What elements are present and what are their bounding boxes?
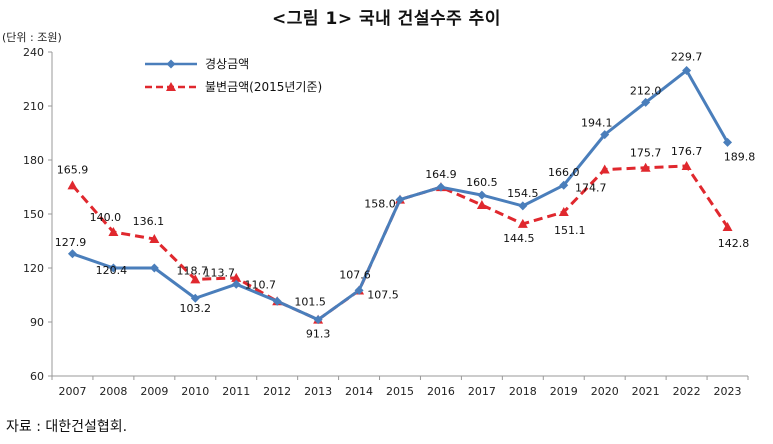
legend-label: 경상금액 [205, 57, 249, 71]
data-point [558, 207, 569, 217]
y-tick-label: 120 [23, 262, 44, 275]
source-note: 자료 : 대한건설협회. [6, 419, 128, 435]
data-label: 91.3 [306, 328, 331, 341]
x-tick-label: 2016 [427, 385, 455, 398]
data-point [313, 315, 323, 325]
data-label: 229.7 [671, 51, 703, 64]
annotation-label: 110.7 [244, 279, 276, 292]
data-label: 164.9 [425, 168, 457, 181]
data-point [354, 285, 364, 295]
x-tick-label: 2009 [140, 385, 168, 398]
data-label: 140.0 [90, 211, 122, 224]
x-tick-label: 2022 [673, 385, 701, 398]
data-label: 151.1 [554, 224, 586, 237]
y-tick-label: 210 [23, 100, 44, 113]
data-point [108, 263, 118, 273]
data-point [166, 59, 176, 69]
y-tick-label: 150 [23, 208, 44, 221]
data-label: 194.1 [581, 117, 613, 130]
data-label: 175.7 [630, 147, 662, 160]
data-label: 165.9 [57, 163, 89, 176]
data-point [600, 130, 610, 140]
x-tick-label: 2020 [591, 385, 619, 398]
series-layer [67, 66, 733, 325]
data-point [67, 249, 77, 259]
chart-title: <그림 1> 국내 건설수주 추이 [272, 9, 501, 29]
data-point [476, 200, 487, 209]
data-label: 107.5 [367, 289, 399, 302]
data-label: 154.5 [507, 187, 539, 200]
data-point [231, 279, 241, 289]
data-point [190, 274, 201, 284]
data-point [272, 296, 282, 306]
data-point [517, 218, 528, 228]
data-point [149, 234, 160, 244]
data-point [395, 195, 405, 205]
data-point [559, 180, 569, 190]
x-tick-label: 2007 [58, 385, 86, 398]
data-label: 176.7 [671, 145, 703, 158]
data-label: 136.1 [133, 215, 165, 228]
axes: 60 90 120 150 180 210 240 2007 2008 2009 2010 2011 2… [23, 46, 749, 398]
data-point [477, 190, 487, 200]
annotation-label: 118.7 [177, 264, 209, 277]
data-label: 160.5 [466, 176, 498, 189]
data-label: 189.8 [724, 150, 756, 163]
data-label: 142.8 [718, 237, 750, 250]
annotation-label: 101.5 [294, 295, 326, 308]
x-tick-label: 2012 [263, 385, 291, 398]
data-point [640, 162, 651, 172]
data-label: 113.7 [204, 266, 236, 279]
x-tick-label: 2008 [99, 385, 127, 398]
data-point [436, 182, 446, 192]
x-tick-label: 2023 [714, 385, 742, 398]
data-label: 120.4 [96, 264, 128, 277]
data-point [108, 227, 119, 236]
data-label: 166.0 [548, 166, 580, 179]
x-tick-label: 2017 [468, 385, 496, 398]
data-label: 212.0 [630, 84, 662, 97]
y-tick-label: 90 [30, 316, 44, 329]
data-label: 103.2 [180, 302, 212, 315]
data-point [166, 82, 176, 91]
data-point [599, 164, 610, 174]
data-point [681, 160, 692, 170]
x-tick-label: 2010 [181, 385, 209, 398]
x-tick-label: 2014 [345, 385, 373, 398]
data-label: 158.0 [364, 198, 396, 211]
data-label: 174.7 [575, 182, 607, 195]
y-tick-label: 240 [23, 46, 44, 59]
x-tick-label: 2018 [509, 385, 537, 398]
x-tick-label: 2019 [550, 385, 578, 398]
data-point [722, 221, 733, 231]
legend-label: 불변금액(2015년기준) [205, 80, 322, 94]
data-point [67, 180, 78, 190]
x-tick-label: 2021 [632, 385, 660, 398]
data-point [641, 97, 651, 107]
data-point [682, 66, 692, 76]
data-point [190, 293, 200, 303]
data-label: 107.6 [339, 268, 371, 281]
y-tick-label: 60 [30, 370, 44, 383]
data-point [723, 137, 733, 147]
data-label: 127.9 [55, 236, 87, 249]
unit-label: (단위 : 조원) [2, 31, 62, 44]
data-point [518, 201, 528, 211]
data-point [231, 272, 242, 282]
x-tick-label: 2011 [222, 385, 250, 398]
x-tick-label: 2013 [304, 385, 332, 398]
series-line [71, 164, 729, 322]
data-label: 144.5 [503, 232, 535, 245]
x-tick-label: 2015 [386, 385, 414, 398]
y-tick-label: 180 [23, 154, 44, 167]
labels-layer: 127.9 120.4 103.2 91.3 107.6 158.0 164.9 160.5 1… [55, 51, 756, 341]
data-point [149, 263, 159, 273]
